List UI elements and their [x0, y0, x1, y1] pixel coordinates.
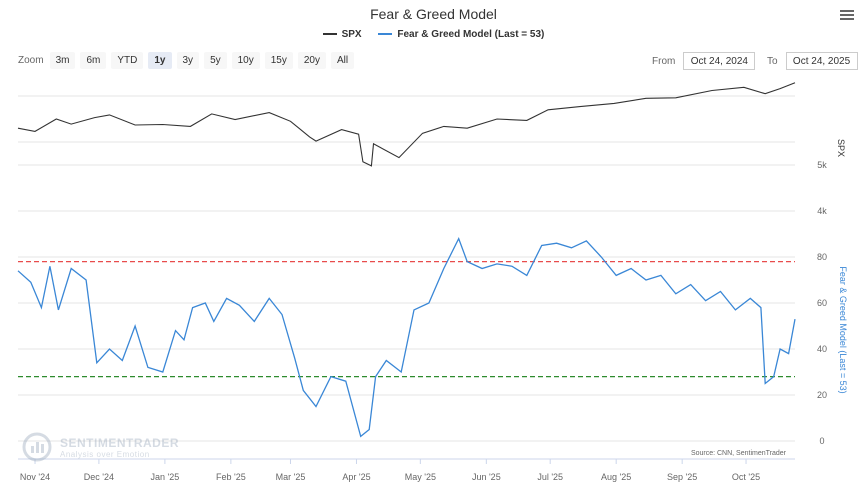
menu-icon[interactable]	[840, 8, 854, 22]
chart-title: Fear & Greed Model	[370, 6, 497, 22]
zoom-button-all[interactable]: All	[331, 52, 355, 69]
legend: SPX Fear & Greed Model (Last = 53)	[0, 27, 867, 40]
range-to-label: To	[767, 55, 778, 67]
legend-item-fg[interactable]: Fear & Greed Model (Last = 53)	[378, 29, 544, 40]
watermark-subtitle: Analysis over Emotion	[60, 449, 150, 459]
grid-layer	[18, 95, 795, 442]
legend-swatch-spx	[322, 33, 337, 35]
zoom-label: Zoom	[18, 55, 44, 66]
zoom-bar: Zoom 3m 6m YTD 1y 3y 5y 10y 15y 20y All	[18, 52, 359, 69]
fg-tick-label: 80	[817, 252, 827, 262]
x-tick-label: Apr '25	[342, 472, 370, 482]
x-tick-label: Nov '24	[20, 472, 50, 482]
zoom-button-15y[interactable]: 15y	[264, 52, 293, 69]
x-tick-label: Jul '25	[537, 472, 563, 482]
range-from-label: From	[652, 55, 676, 67]
zoom-button-3m[interactable]: 3m	[49, 52, 76, 69]
range-to-input[interactable]	[785, 52, 858, 70]
fg-axis: Fear & Greed Model (Last = 53) 0 20 40 60 80	[817, 252, 848, 446]
x-tick-label: Oct '25	[732, 472, 760, 482]
spx-axis-title: SPX	[836, 139, 846, 157]
watermark: SENTIMENTRADER Analysis over Emotion	[22, 432, 179, 462]
source-credit: Source: CNN, SentimenTrader	[690, 450, 786, 457]
spx-layer	[17, 82, 796, 167]
x-tick-label: May '25	[405, 472, 436, 482]
watermark-title: SENTIMENTRADER	[60, 435, 180, 450]
legend-swatch-fg	[378, 33, 393, 35]
x-tick-label: Feb '25	[216, 472, 246, 482]
x-tick-label: Jan '25	[151, 472, 180, 482]
spx-tick-label: 4k	[817, 206, 827, 216]
legend-item-spx[interactable]: SPX	[322, 28, 362, 40]
x-tick-label: Dec '24	[84, 472, 114, 482]
legend-label-spx: SPX	[341, 28, 362, 40]
range-from-input[interactable]	[683, 52, 756, 70]
zoom-button-1y[interactable]: 1y	[148, 52, 172, 69]
zoom-button-10y[interactable]: 10y	[231, 52, 260, 69]
fg-tick-label: 40	[817, 344, 827, 354]
spx-tick-label: 5k	[817, 160, 827, 170]
fg-tick-label: 0	[819, 436, 824, 446]
x-tick-label: Sep '25	[667, 472, 697, 482]
fg-layer	[17, 236, 796, 438]
x-tick-label: Aug '25	[601, 472, 631, 482]
x-tick-label: Jun '25	[472, 472, 501, 482]
watermark-logo-icon	[22, 432, 52, 462]
x-axis-ticks: Nov '24 Dec '24 Jan '25 Feb '25 Mar '25 Apr '…	[20, 459, 760, 482]
range-to: To	[767, 52, 858, 70]
fg-axis-title: Fear & Greed Model (Last = 53)	[838, 266, 848, 393]
x-tick-label: Mar '25	[276, 472, 306, 482]
fg-tick-label: 20	[817, 390, 827, 400]
spx-line[interactable]	[17, 82, 796, 167]
range-from: From	[652, 52, 756, 70]
zoom-button-6m[interactable]: 6m	[80, 52, 107, 69]
legend-label-fg: Fear & Greed Model (Last = 53)	[397, 28, 545, 40]
fear-greed-line[interactable]	[17, 236, 796, 438]
zoom-button-5y[interactable]: 5y	[204, 52, 227, 69]
zoom-button-ytd[interactable]: YTD	[111, 52, 144, 69]
fg-tick-label: 60	[817, 298, 827, 308]
zoom-button-3y[interactable]: 3y	[176, 52, 200, 69]
spx-axis: SPX 5k 4k	[817, 139, 846, 216]
zoom-button-20y[interactable]: 20y	[297, 52, 326, 69]
